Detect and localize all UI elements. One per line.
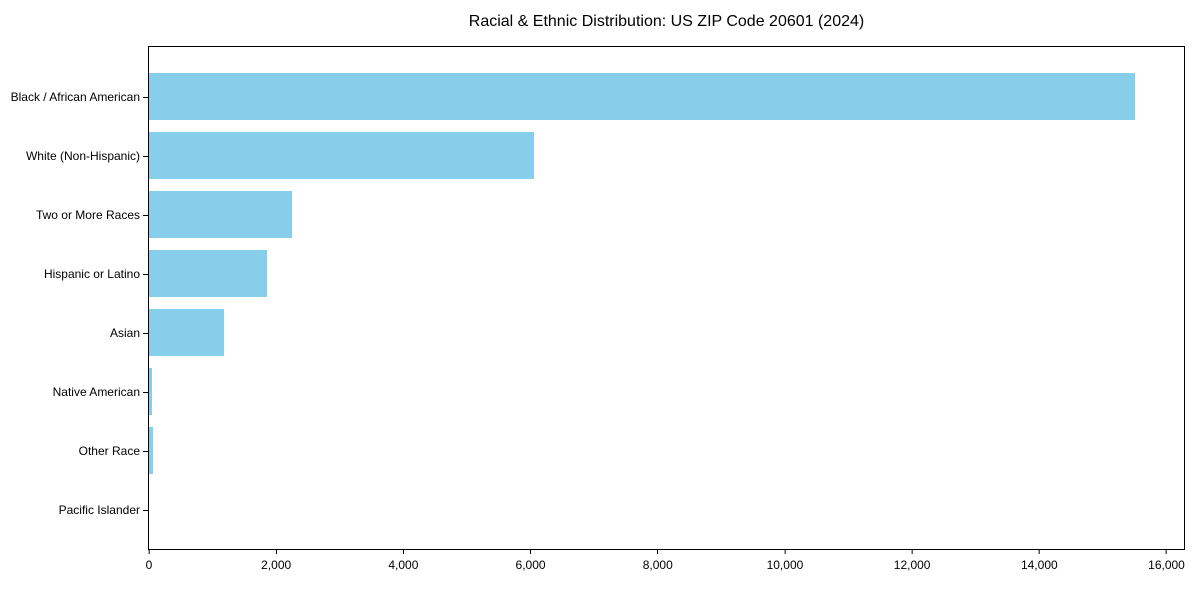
x-tick-mark: [148, 550, 150, 554]
bar-row: Asian: [110, 303, 1184, 362]
bar-row: Two or More Races: [36, 185, 1184, 244]
x-tick-label: 8,000: [642, 558, 673, 572]
y-tick-mark: [143, 96, 148, 98]
y-axis-label: Hispanic or Latino: [43, 266, 140, 281]
bar-row: White (Non-Hispanic): [26, 126, 1184, 185]
bar-row: Hispanic or Latino: [44, 244, 1184, 303]
bar: [149, 132, 534, 179]
x-tick-label: 10,000: [766, 558, 804, 572]
x-tick: 10,000: [766, 550, 804, 572]
x-tick-mark: [530, 550, 532, 554]
x-tick-mark: [1038, 550, 1040, 554]
y-tick-mark: [143, 214, 148, 216]
x-tick: 12,000: [893, 550, 931, 572]
x-tick: 6,000: [516, 550, 546, 572]
x-tick: 8,000: [643, 550, 673, 572]
y-axis-label: Asian: [109, 325, 140, 340]
x-tick-label: 0: [145, 558, 153, 572]
bar-row: Black / African American: [11, 67, 1184, 126]
bar: [149, 309, 225, 356]
bar: [149, 427, 154, 474]
bar: [149, 73, 1135, 120]
x-tick: 2,000: [261, 550, 291, 572]
x-tick-label: 2,000: [261, 558, 292, 572]
x-tick-mark: [275, 550, 277, 554]
x-tick-mark: [911, 550, 913, 554]
bar-row: Native American: [53, 362, 1184, 421]
x-tick-label: 6,000: [515, 558, 546, 572]
x-tick: 0: [145, 550, 153, 572]
y-axis-label: Other Race: [78, 443, 140, 458]
bar: [149, 368, 153, 415]
y-tick-mark: [143, 391, 148, 393]
chart-title: Racial & Ethnic Distribution: US ZIP Cod…: [468, 13, 865, 30]
bar-row: Other Race: [79, 421, 1184, 480]
x-tick-mark: [784, 550, 786, 554]
y-axis-label: Pacific Islander: [58, 502, 140, 517]
y-tick-mark: [143, 450, 148, 452]
x-tick-label: 16,000: [1148, 558, 1185, 572]
y-axis-label: Two or More Races: [35, 207, 140, 222]
bar: [149, 250, 267, 297]
x-tick: 4,000: [388, 550, 418, 572]
y-tick-mark: [143, 509, 148, 511]
y-axis-label: Native American: [52, 384, 140, 399]
bar-row: Pacific Islander: [59, 480, 1184, 539]
bar: [149, 191, 293, 238]
plot-area: Black / African American White (Non-Hispa…: [11, 46, 1185, 572]
y-tick-mark: [143, 332, 148, 334]
x-tick-label: 4,000: [388, 558, 419, 572]
x-tick: 14,000: [1021, 550, 1058, 572]
x-tick-mark: [402, 550, 404, 554]
x-tick-label: 14,000: [1020, 558, 1058, 572]
bars-container: Black / African American White (Non-Hispa…: [11, 47, 1184, 549]
y-axis-label: Black / African American: [10, 89, 140, 104]
x-tick-label: 12,000: [893, 558, 931, 572]
x-tick: 16,000: [1148, 550, 1185, 572]
x-tick-mark: [657, 550, 659, 554]
x-tick-mark: [1165, 550, 1167, 554]
y-tick-mark: [143, 155, 148, 157]
y-tick-mark: [143, 273, 148, 275]
y-axis-label: White (Non-Hispanic): [25, 148, 140, 163]
